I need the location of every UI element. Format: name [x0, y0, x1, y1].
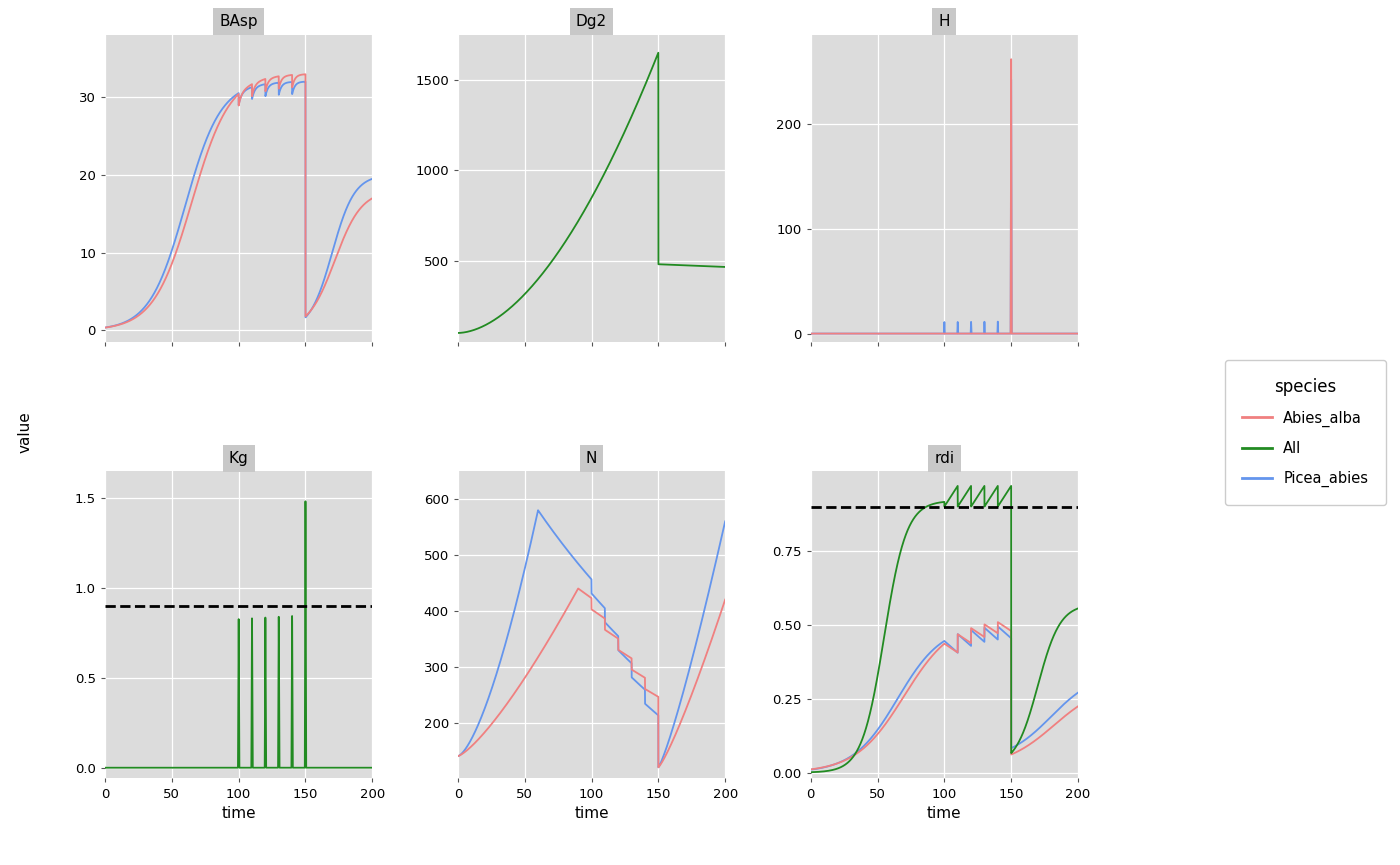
Legend: Abies_alba, All, Picea_abies: Abies_alba, All, Picea_abies: [1225, 361, 1386, 504]
Title: N: N: [585, 451, 598, 465]
Title: BAsp: BAsp: [220, 14, 258, 29]
Text: value: value: [18, 412, 32, 453]
X-axis label: time: time: [927, 806, 962, 821]
X-axis label: time: time: [221, 806, 256, 821]
Title: rdi: rdi: [934, 451, 955, 465]
Title: H: H: [938, 14, 951, 29]
Title: Dg2: Dg2: [575, 14, 608, 29]
X-axis label: time: time: [574, 806, 609, 821]
Title: Kg: Kg: [228, 451, 249, 465]
